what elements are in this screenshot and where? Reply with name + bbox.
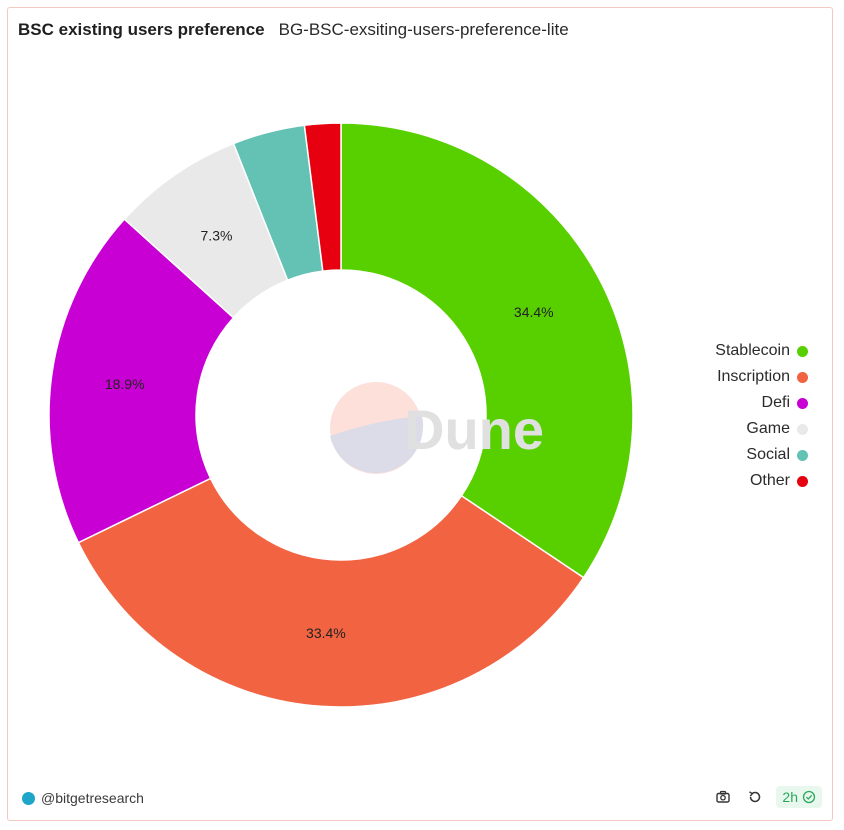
legend-item-game[interactable]: Game xyxy=(668,416,808,442)
camera-icon[interactable] xyxy=(712,786,734,808)
chart-title: BSC existing users preference xyxy=(18,20,265,39)
avatar xyxy=(22,791,35,805)
legend-item-social[interactable]: Social xyxy=(668,442,808,468)
watermark-text: Dune xyxy=(404,398,544,461)
watermark-logo-bottom xyxy=(330,416,424,474)
query-name[interactable]: BG-BSC-exsiting-users-preference-lite xyxy=(278,20,569,39)
check-circle-icon xyxy=(802,790,816,804)
slice-stablecoin[interactable] xyxy=(340,122,634,579)
card-footer: @bitgetresearch 2h xyxy=(8,782,832,814)
slice-inscription[interactable] xyxy=(77,477,585,708)
slice-label-stablecoin: 34.4% xyxy=(514,304,554,320)
legend-item-stablecoin[interactable]: Stablecoin xyxy=(668,338,808,364)
slice-label-game: 7.3% xyxy=(201,227,233,243)
slice-other[interactable] xyxy=(303,122,342,272)
slice-defi[interactable] xyxy=(48,218,235,544)
legend-label: Inscription xyxy=(717,368,790,385)
legend-item-other[interactable]: Other xyxy=(668,468,808,494)
donut-chart: Dune 34.4% 33.4% 18.9% 7.3% xyxy=(48,122,634,708)
refresh-icon[interactable] xyxy=(744,786,766,808)
legend-swatch xyxy=(797,397,808,409)
legend-label: Game xyxy=(746,420,790,437)
dune-watermark: Dune xyxy=(330,382,544,474)
chart-legend: Stablecoin Inscription Defi Game Social Other xyxy=(668,338,808,494)
author-link[interactable]: @bitgetresearch xyxy=(22,790,144,806)
slice-label-defi: 18.9% xyxy=(105,376,145,392)
legend-label: Other xyxy=(749,472,790,489)
legend-item-inscription[interactable]: Inscription xyxy=(668,364,808,390)
legend-swatch xyxy=(797,423,808,435)
author-name: @bitgetresearch xyxy=(41,790,144,806)
legend-item-defi[interactable]: Defi xyxy=(668,390,808,416)
chart-header: BSC existing users preference BG-BSC-exs… xyxy=(18,20,569,40)
legend-swatch xyxy=(797,345,808,357)
legend-swatch xyxy=(797,371,808,383)
legend-label: Stablecoin xyxy=(715,342,790,359)
refresh-age: 2h xyxy=(782,789,798,805)
refresh-status-badge[interactable]: 2h xyxy=(776,786,822,808)
legend-label: Social xyxy=(746,446,790,463)
footer-actions: 2h xyxy=(712,786,822,808)
chart-card: BSC existing users preference BG-BSC-exs… xyxy=(7,7,833,821)
legend-label: Defi xyxy=(761,394,790,411)
slice-label-inscription: 33.4% xyxy=(306,625,346,641)
legend-swatch xyxy=(797,475,808,487)
legend-swatch xyxy=(797,449,808,461)
